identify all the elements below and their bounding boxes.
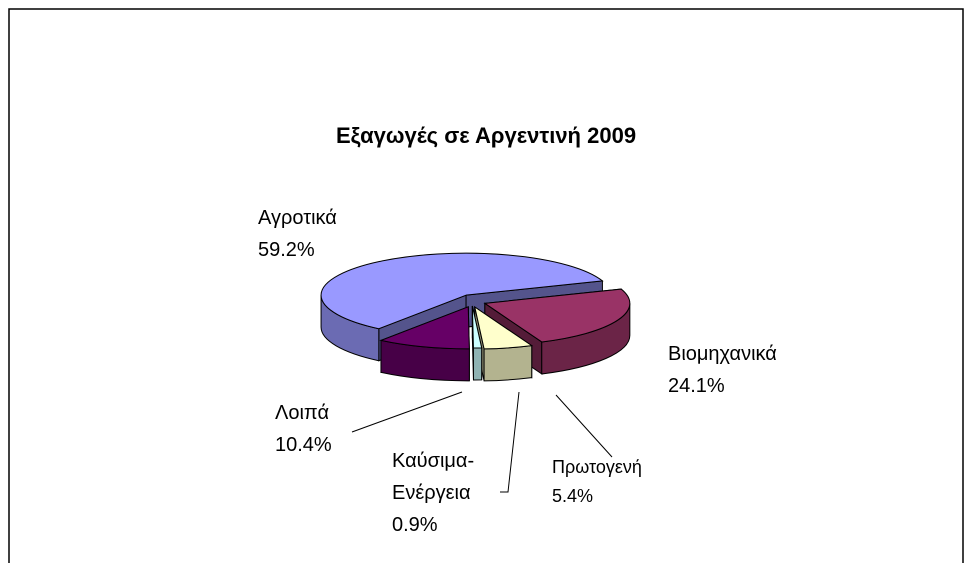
- leader-line: [500, 391, 520, 493]
- category-label: Αγροτικά: [258, 207, 337, 229]
- value-label: 0.9%: [392, 514, 438, 536]
- slice-top: [379, 306, 470, 350]
- slice: [471, 305, 483, 381]
- data-label: Λοιπά 10.4%: [275, 397, 375, 461]
- data-label: Βιομηχανικά 24.1%: [668, 338, 828, 402]
- value-label: 59.2%: [258, 239, 315, 261]
- data-label: Αγροτικά 59.2%: [258, 202, 418, 266]
- chart-title: Εξαγωγές σε Αργεντινή 2009: [336, 123, 636, 148]
- slice-side: [483, 345, 533, 382]
- slice-top: [483, 288, 631, 343]
- slice-top: [474, 305, 534, 350]
- slice: [379, 306, 470, 382]
- chart-frame: [8, 8, 964, 563]
- slice-top: [320, 252, 604, 330]
- slice-side: [472, 347, 483, 381]
- category-label: Βιομηχανικά: [668, 343, 777, 365]
- leader-line: [351, 391, 463, 433]
- category-label: Πρωτογενή: [552, 457, 642, 477]
- value-label: 10.4%: [275, 434, 332, 456]
- category-label: Λοιπά: [275, 402, 330, 424]
- leader-line: [555, 394, 613, 458]
- value-label: 24.1%: [668, 375, 725, 397]
- category-label: Καύσιμα-Ενέργεια: [392, 450, 475, 504]
- data-label: Καύσιμα-Ενέργεια 0.9%: [392, 445, 492, 541]
- pie: [320, 252, 631, 382]
- value-label: 5.4%: [552, 486, 594, 506]
- slice-top: [471, 305, 483, 349]
- leaders: [351, 391, 613, 493]
- data-label: Πρωτογενή 5.4%: [552, 453, 672, 511]
